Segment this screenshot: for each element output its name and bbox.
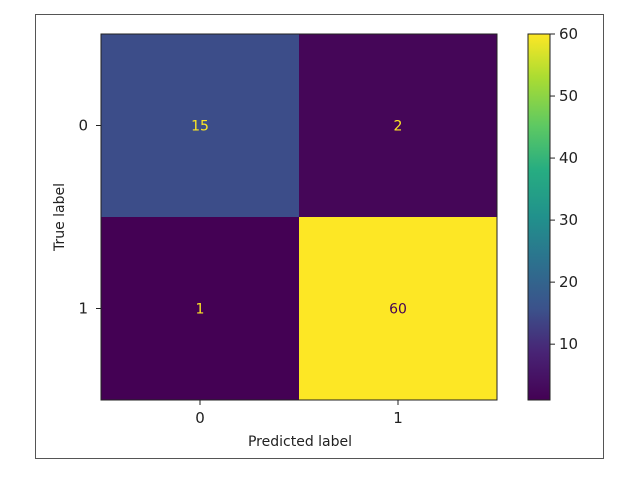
cell-label-1-0: 1 <box>196 302 205 318</box>
heatmap-cell-1-0 <box>101 217 299 400</box>
cell-value-labels: 15 2 1 60 <box>191 119 407 318</box>
heatmap-cells <box>100 33 498 401</box>
cell-label-0-0: 15 <box>191 119 209 135</box>
heatmap-cell-1-1 <box>299 217 497 400</box>
figure-border <box>35 14 604 459</box>
colorbar-tick-label-2: 30 <box>559 211 578 229</box>
colorbar: 10 20 30 40 50 60 <box>527 25 578 401</box>
heatmap-cell-0-1 <box>299 34 497 217</box>
plot-area-outline <box>100 33 498 401</box>
x-tick-label-1: 1 <box>393 409 403 427</box>
cell-label-1-1: 60 <box>389 302 407 318</box>
x-tick-label-0: 0 <box>195 409 205 427</box>
colorbar-tick-label-1: 20 <box>559 273 578 291</box>
heatmap-cell-0-0 <box>101 34 299 217</box>
y-axis-label: True label <box>52 183 68 252</box>
colorbar-gradient <box>527 33 551 401</box>
colorbar-tick-label-5: 60 <box>559 25 578 43</box>
y-tick-label-0: 0 <box>78 117 88 135</box>
colorbar-tick-label-4: 50 <box>559 87 578 105</box>
cell-label-0-1: 2 <box>394 119 403 135</box>
y-tick-label-1: 1 <box>78 300 88 318</box>
x-axis-label: Predicted label <box>248 434 352 450</box>
colorbar-tick-label-3: 40 <box>559 149 578 167</box>
colorbar-tick-label-0: 10 <box>559 335 578 353</box>
y-axis-ticks: 01 <box>78 117 101 318</box>
